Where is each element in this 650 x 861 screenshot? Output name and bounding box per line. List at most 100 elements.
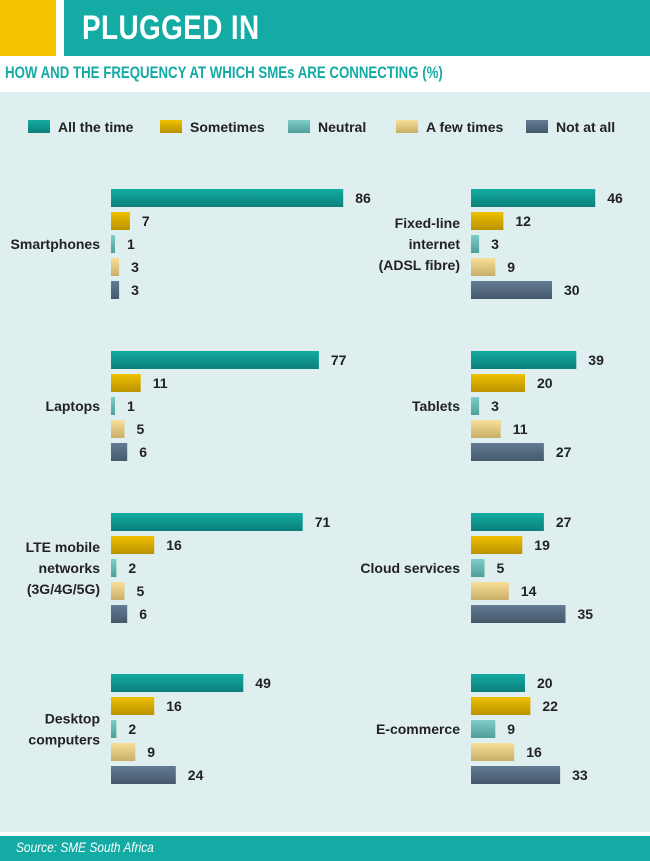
bar-value-label: 20 <box>537 675 553 691</box>
category-label: Laptops <box>46 398 101 414</box>
bar-a-few-times <box>111 258 120 276</box>
bar-value-label: 6 <box>139 444 147 460</box>
chart-legend: All the time Sometimes Neutral A few times N… <box>28 119 615 135</box>
bar-value-label: 86 <box>355 190 371 206</box>
category-label: (ADSL fibre) <box>379 257 460 273</box>
category-label: Cloud services <box>360 560 460 576</box>
bar-sometimes <box>111 536 155 554</box>
bar-all-the-time <box>111 513 303 531</box>
bar-neutral <box>111 720 117 738</box>
bar-value-label: 16 <box>166 537 182 553</box>
bar-value-label: 3 <box>131 259 139 275</box>
bar-value-label: 27 <box>556 444 572 460</box>
category-label: internet <box>409 236 461 252</box>
bar-neutral <box>471 397 480 415</box>
bar-sometimes <box>111 212 130 230</box>
bar-a-few-times <box>471 420 501 438</box>
bar-value-label: 33 <box>572 767 588 783</box>
category-label: Tablets <box>412 398 460 414</box>
category-label: Desktop <box>45 711 100 727</box>
legend-swatch-a-few-times <box>396 120 418 133</box>
legend-label-a-few-times: A few times <box>426 119 503 135</box>
bar-value-label: 14 <box>521 583 537 599</box>
bar-value-label: 9 <box>147 744 155 760</box>
legend-label-sometimes: Sometimes <box>190 119 265 135</box>
bar-sometimes <box>111 374 141 392</box>
bar-neutral <box>111 559 117 577</box>
chart-subtitle: HOW AND THE FREQUENCY AT WHICH SMEs ARE … <box>5 63 443 82</box>
footer-bar: Source: SME South Africa <box>0 836 650 861</box>
legend-swatch-all-the-time <box>28 120 50 133</box>
bar-not-at-all <box>471 281 552 299</box>
category-label: Smartphones <box>11 236 101 252</box>
bar-value-label: 2 <box>128 560 136 576</box>
header-teal-block <box>64 0 650 56</box>
bar-value-label: 2 <box>128 721 136 737</box>
category-label: E-commerce <box>376 721 460 737</box>
bar-not-at-all <box>471 443 544 461</box>
chart-panel <box>0 92 650 832</box>
bar-sometimes <box>471 212 504 230</box>
bar-a-few-times <box>471 258 496 276</box>
bar-value-label: 5 <box>137 421 145 437</box>
bar-value-label: 16 <box>166 698 182 714</box>
bar-value-label: 20 <box>537 375 553 391</box>
bar-value-label: 1 <box>127 398 135 414</box>
header-band: PLUGGED IN <box>0 0 650 56</box>
bar-value-label: 3 <box>491 398 499 414</box>
bar-all-the-time <box>111 674 244 692</box>
bar-not-at-all <box>111 605 128 623</box>
bar-all-the-time <box>471 351 577 369</box>
bar-neutral <box>471 235 480 253</box>
bar-not-at-all <box>111 281 120 299</box>
bar-a-few-times <box>471 582 509 600</box>
category-label: (3G/4G/5G) <box>27 581 100 597</box>
bar-value-label: 1 <box>127 236 135 252</box>
bar-value-label: 3 <box>491 236 499 252</box>
bar-group: 27 19 5 14 35 Cloud services <box>360 513 593 623</box>
bar-all-the-time <box>471 674 525 692</box>
bar-value-label: 24 <box>188 767 204 783</box>
bar-value-label: 22 <box>542 698 558 714</box>
bar-all-the-time <box>471 513 544 531</box>
page-title: PLUGGED IN <box>82 9 260 47</box>
bar-value-label: 30 <box>564 282 580 298</box>
bar-value-label: 6 <box>139 606 147 622</box>
chart-bars: 867133Smartphones46123930Fixed-lineinter… <box>11 189 623 784</box>
category-label: Fixed-line <box>395 215 461 231</box>
legend-label-neutral: Neutral <box>318 119 366 135</box>
header-yellow-block <box>0 0 56 56</box>
bar-all-the-time <box>111 351 319 369</box>
bar-group: 71 16 25 6 LTE mobile networks (3G/4G/5G) <box>26 513 330 623</box>
bar-value-label: 19 <box>534 537 550 553</box>
bar-neutral <box>471 559 485 577</box>
bar-value-label: 27 <box>556 514 572 530</box>
bar-value-label: 9 <box>507 721 515 737</box>
bar-value-label: 7 <box>142 213 150 229</box>
bar-value-label: 11 <box>153 375 168 391</box>
legend-swatch-sometimes <box>160 120 182 133</box>
legend-swatch-neutral <box>288 120 310 133</box>
legend-label-not-at-all: Not at all <box>556 119 615 135</box>
bar-not-at-all <box>471 766 561 784</box>
bar-group: 86 71 3 3 Smartphones <box>11 189 371 299</box>
legend-label-all-the-time: All the time <box>58 119 134 135</box>
bar-all-the-time <box>471 189 596 207</box>
bar-sometimes <box>471 374 525 392</box>
legend-swatch-not-at-all <box>526 120 548 133</box>
bar-sometimes <box>471 697 531 715</box>
source-note: Source: SME South Africa <box>16 839 154 855</box>
category-label: networks <box>39 560 101 576</box>
bar-value-label: 46 <box>607 190 623 206</box>
category-label: computers <box>28 732 100 748</box>
bar-sometimes <box>471 536 523 554</box>
bar-group: 46 12 39 30 Fixed-line internet (ADSL fibre) <box>379 189 623 299</box>
bar-neutral <box>111 397 115 415</box>
bar-a-few-times <box>471 743 515 761</box>
bar-value-label: 49 <box>255 675 271 691</box>
bar-value-label: 5 <box>497 560 505 576</box>
bar-value-label: 9 <box>507 259 515 275</box>
bar-value-label: 5 <box>137 583 145 599</box>
